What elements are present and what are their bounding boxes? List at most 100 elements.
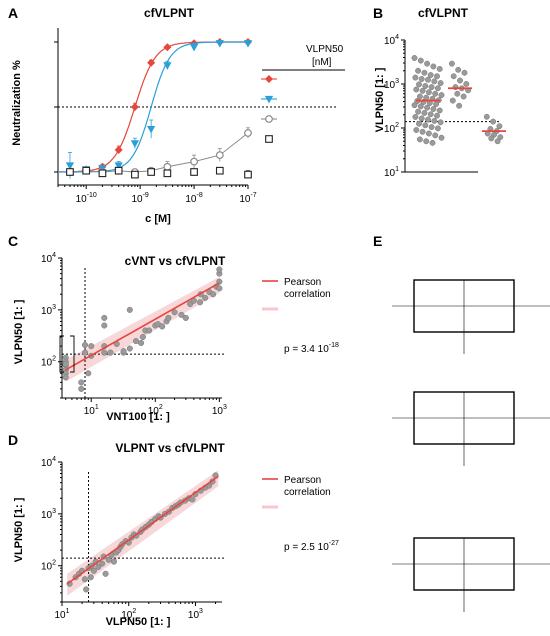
panel-c-data-point: [132, 338, 140, 345]
panel-c-data-point: [202, 294, 209, 301]
panel-a-x-tick-label-base: 10: [185, 194, 197, 205]
panel-d-y-tick-label-base: 10: [41, 458, 53, 469]
panel-c-y-tick-label: 104: [41, 252, 56, 265]
panel-a-x-tick-label: 10-9: [131, 192, 148, 205]
panel-d-legend-line-label-2: correlation: [284, 487, 331, 498]
panel-c-data-point: [216, 266, 223, 273]
panel-b-data-point: [449, 97, 456, 104]
panel-b-data-point: [460, 93, 467, 100]
panel-d-data-point: [90, 567, 97, 574]
panel-d-x-tick-label-base: 10: [188, 610, 200, 621]
panel-d-data-point: [105, 556, 112, 563]
panel-d-data-point: [189, 496, 196, 503]
panel-b-data-point: [434, 73, 440, 80]
panel-d-y-tick-label-base: 10: [41, 510, 53, 521]
panel-b-data-point: [431, 78, 438, 85]
panel-c-legend-line-label-1: Pearson: [284, 277, 321, 288]
panel-letter-c: C: [8, 233, 18, 249]
panel-b-data-point: [483, 113, 490, 120]
panel-d-x-tick-label: 101: [54, 608, 69, 621]
panel-b-data-point: [413, 86, 420, 93]
panel-b-data-point: [436, 107, 443, 114]
panel-a-point-35b12: [65, 162, 75, 170]
panel-b-data-point: [438, 92, 445, 99]
panel-c-y-tick-label-exponent: 3: [52, 304, 56, 311]
panel-d-data-point: [83, 586, 90, 593]
panel-b-data-point: [463, 81, 470, 87]
panel-c-data-point: [81, 341, 89, 349]
panel-a-point-pbs: [163, 169, 172, 178]
panel-b-data-point: [456, 102, 463, 109]
panel-a-point-pbs: [244, 170, 252, 179]
panel-d-y-tick-label-exponent: 4: [52, 456, 56, 463]
panel-b-data-point: [421, 109, 428, 116]
panel-b-data-point: [428, 124, 435, 131]
panel-b-data-point: [416, 81, 422, 88]
panel-b-data-point: [430, 63, 437, 70]
panel-a-x-tick-label: 10-10: [76, 192, 97, 205]
panel-c-y-label: VLPN50 [1: ]: [13, 299, 25, 364]
panel-d-legend-line-label-1: Pearson: [284, 475, 321, 486]
panel-a-point-5d1: [163, 162, 172, 171]
panel-c-y-tick-label-base: 10: [41, 358, 53, 369]
panel-b-data-point: [496, 123, 503, 130]
panel-b-data-point: [425, 130, 432, 137]
panel-b-data-point: [454, 90, 461, 97]
panel-c-data-point: [197, 299, 204, 306]
panel-b-data-point: [416, 136, 423, 143]
panel-a-point-pbs: [215, 166, 224, 175]
panel-b-data-point: [419, 87, 426, 94]
panel-b-group-naive: [482, 113, 506, 145]
panel-b-data-point: [432, 90, 439, 97]
panel-c-data-point: [139, 333, 146, 341]
panel-d-data-point: [102, 570, 109, 577]
panel-b-data-point: [461, 69, 468, 76]
panel-b-y-label: VLPN50 [1: ]: [374, 67, 386, 132]
panel-b-data-point: [417, 57, 424, 64]
panel-a-x-tick-label-base: 10: [131, 194, 143, 205]
panel-b-y-tick-label: 104: [384, 34, 399, 47]
panel-d-y-tick-label: 104: [41, 456, 56, 469]
panel-b-group-covid-19: [411, 55, 445, 146]
panel-e-table-2: [392, 391, 550, 466]
panel-c-x-tick-label: 103: [212, 404, 227, 417]
panel-c-x-tick-label: 101: [84, 404, 99, 417]
panel-b-data-point: [436, 65, 443, 72]
panel-b-data-point: [422, 122, 429, 129]
panel-a-series-pbs: [66, 166, 252, 179]
panel-d-data-point: [95, 563, 102, 570]
panel-b-data-point: [425, 116, 431, 123]
panel-c-legend: Pearson correlation p = 3.4 10-18: [262, 277, 339, 355]
panel-b-y-tick-label-exponent: 4: [395, 34, 399, 41]
panel-c-data-point: [120, 348, 127, 355]
panel-b-data-point: [497, 134, 504, 141]
panel-c-x-tick-label-exponent: 3: [223, 404, 227, 411]
panel-b-data-point: [427, 111, 434, 118]
panel-b-group-vaccinated: [448, 60, 472, 109]
panel-c-legend-p-exponent: -18: [329, 342, 339, 349]
panel-b-data-point: [433, 101, 440, 108]
panel-c-regression-line: [65, 282, 220, 371]
panel-b-data-point: [430, 106, 437, 112]
panel-b-data-point: [411, 55, 418, 61]
panel-a-legend-marker: [265, 115, 273, 123]
panel-b-data-point: [422, 83, 429, 89]
panel-a-x-tick-label: 10-8: [185, 192, 202, 205]
panel-b-data-point: [437, 80, 444, 87]
panel-a-point-42e2: [147, 58, 156, 67]
panel-a-point-35b12: [189, 44, 199, 52]
panel-c-data-point: [101, 314, 108, 321]
panel-a-fit-curve-5d1: [69, 132, 249, 173]
panel-c-data-point: [81, 349, 89, 356]
panel-a-legend-marker: [264, 74, 274, 84]
panel-c-chart: cVNT vs cfVLPNT VLPN50 [1: ] VNT100 [1: …: [13, 252, 339, 423]
panel-c-data-point: [78, 385, 85, 392]
panel-c-y-tick-label-exponent: 4: [52, 252, 56, 259]
panel-b-title: cfVLPNT: [418, 6, 469, 20]
panel-c-x-tick-label-base: 10: [148, 406, 160, 417]
panel-b-data-point: [438, 134, 445, 141]
panel-a-point-35b12: [130, 140, 140, 148]
panel-b-y-tick-label-base: 10: [384, 36, 396, 47]
panel-c-y-tick-label-exponent: 2: [52, 356, 56, 363]
panel-d-data-point: [99, 560, 106, 567]
